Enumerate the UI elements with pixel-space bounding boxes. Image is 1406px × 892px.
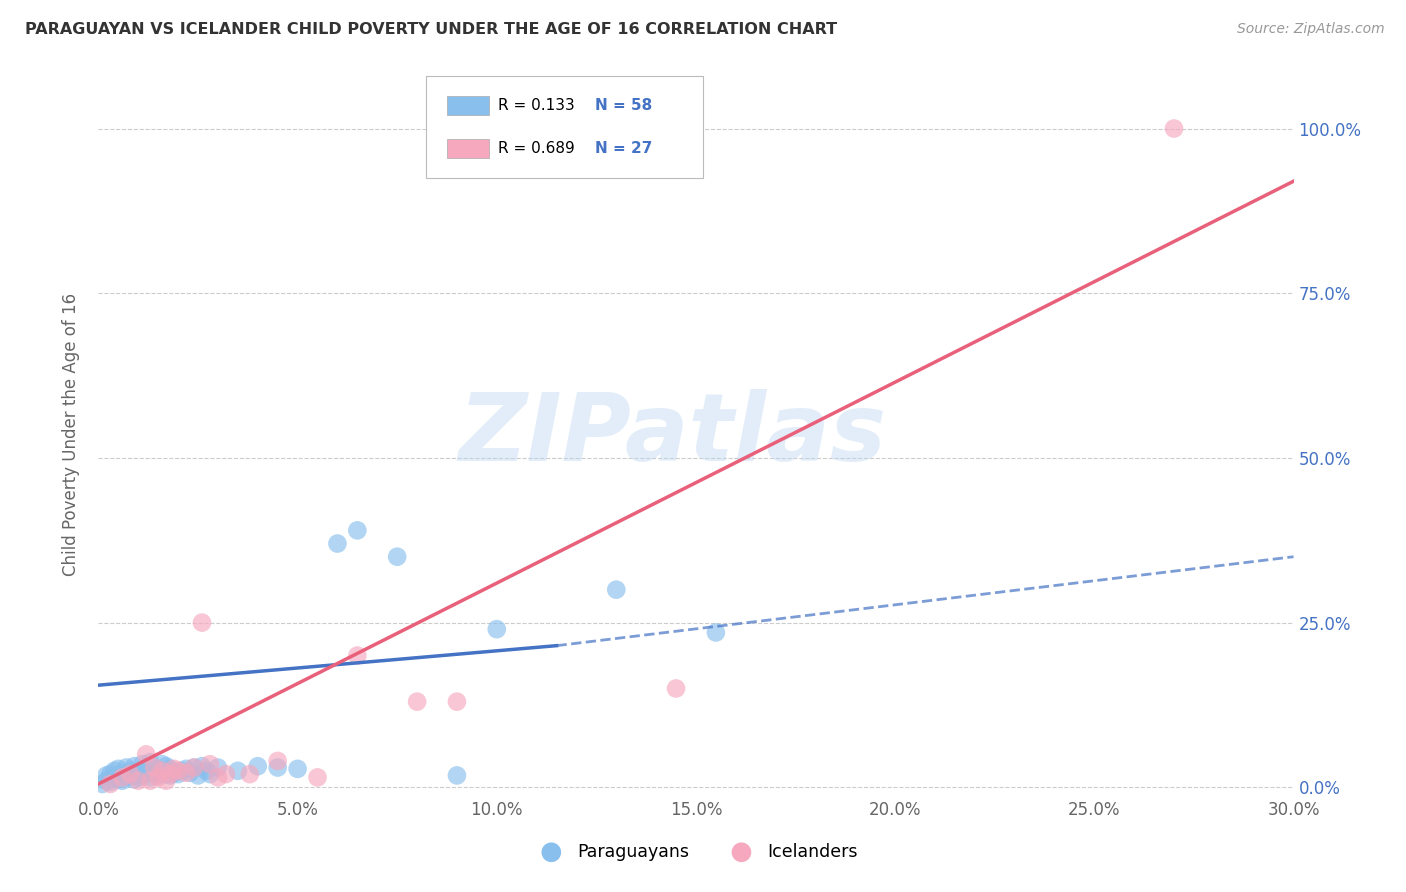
Point <box>143 765 166 780</box>
Text: Source: ZipAtlas.com: Source: ZipAtlas.com <box>1237 22 1385 37</box>
Point <box>191 759 214 773</box>
Point <box>195 764 218 778</box>
Point <box>127 771 149 785</box>
Point <box>115 771 138 785</box>
Point <box>127 765 149 780</box>
Point <box>124 759 146 773</box>
Point <box>226 764 249 778</box>
Point <box>96 768 118 782</box>
Point <box>98 777 122 791</box>
Legend: Paraguayans, Icelanders: Paraguayans, Icelanders <box>527 836 865 868</box>
Point <box>183 760 205 774</box>
Text: N = 58: N = 58 <box>595 98 652 113</box>
Point <box>246 759 269 773</box>
Point <box>120 768 142 782</box>
Point <box>120 764 142 778</box>
Point <box>267 760 290 774</box>
Point <box>605 582 627 597</box>
Point <box>115 760 138 774</box>
Point <box>179 765 201 780</box>
Text: PARAGUAYAN VS ICELANDER CHILD POVERTY UNDER THE AGE OF 16 CORRELATION CHART: PARAGUAYAN VS ICELANDER CHILD POVERTY UN… <box>25 22 838 37</box>
Y-axis label: Child Poverty Under the Age of 16: Child Poverty Under the Age of 16 <box>62 293 80 576</box>
Point <box>287 762 309 776</box>
Point <box>139 756 162 770</box>
Point <box>446 695 468 709</box>
Point <box>135 747 157 762</box>
Point <box>174 762 197 776</box>
Point <box>120 767 142 781</box>
Point <box>150 757 173 772</box>
Point <box>704 625 727 640</box>
Point <box>98 775 122 789</box>
Point <box>131 757 153 772</box>
Point <box>135 762 157 776</box>
Point <box>139 773 162 788</box>
Point <box>103 764 125 778</box>
Point <box>198 757 221 772</box>
Point <box>103 771 125 785</box>
Point <box>406 695 429 709</box>
Point <box>215 767 238 781</box>
Point <box>159 767 181 781</box>
Point <box>183 760 205 774</box>
Point <box>198 767 221 781</box>
Text: R = 0.689: R = 0.689 <box>498 141 575 156</box>
Point <box>385 549 409 564</box>
Point <box>346 648 368 663</box>
Point <box>96 773 118 788</box>
Point <box>139 771 162 785</box>
Point <box>107 768 129 782</box>
Point <box>148 764 170 778</box>
Point <box>174 765 197 780</box>
Point <box>187 768 209 782</box>
Point <box>163 762 186 776</box>
Point <box>326 536 349 550</box>
Point <box>159 762 181 776</box>
Point <box>239 767 262 781</box>
Point <box>111 765 134 780</box>
Point <box>346 524 368 538</box>
Point <box>191 615 214 630</box>
Point <box>155 773 177 788</box>
Point <box>98 767 122 781</box>
Point <box>124 772 146 787</box>
Point <box>665 681 688 696</box>
Point <box>1163 121 1185 136</box>
Point <box>127 773 149 788</box>
Point <box>107 762 129 776</box>
Text: N = 27: N = 27 <box>595 141 652 156</box>
Point <box>155 759 177 773</box>
Point <box>135 767 157 781</box>
Point <box>143 760 166 774</box>
Point <box>167 767 190 781</box>
Point <box>155 767 177 781</box>
Point <box>111 773 134 788</box>
Point <box>111 771 134 785</box>
Point <box>163 765 186 780</box>
Text: R = 0.133: R = 0.133 <box>498 98 575 113</box>
Point <box>172 764 194 778</box>
Point <box>485 622 508 636</box>
Point <box>207 760 229 774</box>
Point <box>107 772 129 787</box>
Point <box>143 760 166 774</box>
Point <box>446 768 468 782</box>
Point <box>148 768 170 782</box>
Text: ZIPatlas: ZIPatlas <box>458 389 886 481</box>
Point <box>148 771 170 785</box>
Point <box>131 768 153 782</box>
Point <box>91 777 114 791</box>
Point <box>307 771 329 785</box>
Point <box>159 768 181 782</box>
Point <box>150 764 173 778</box>
Point <box>207 771 229 785</box>
Point <box>167 764 190 778</box>
Point <box>150 764 173 778</box>
Point <box>267 754 290 768</box>
